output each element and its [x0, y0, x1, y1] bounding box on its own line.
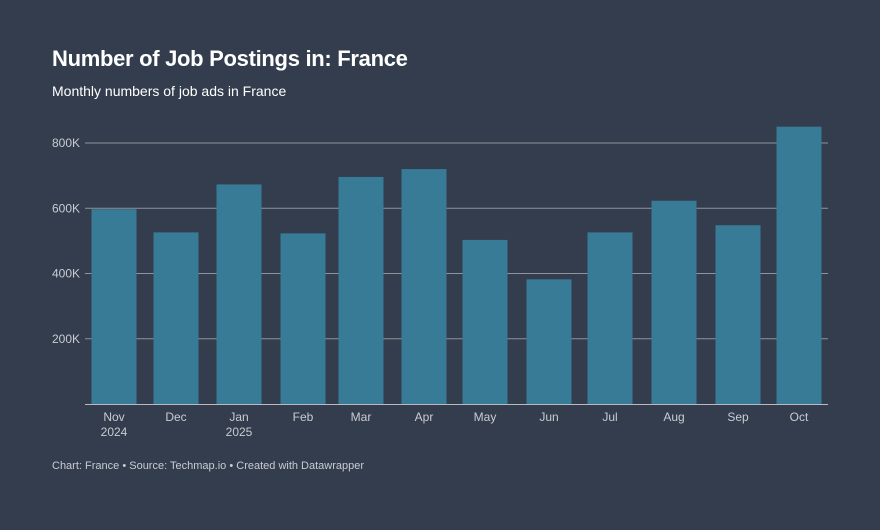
x-tick-sublabel: 2025 — [226, 425, 253, 439]
x-tick-label: Dec — [165, 410, 186, 424]
bars — [91, 126, 822, 404]
bar-nov — [91, 209, 137, 404]
y-tick-label: 800K — [52, 136, 80, 150]
bar-sep — [715, 225, 761, 404]
x-tick-label: Jun — [539, 410, 558, 424]
x-tick-label: Jan — [229, 410, 248, 424]
footer-separator: • — [229, 460, 234, 472]
y-tick-label: 600K — [52, 201, 80, 215]
bar-jul — [587, 232, 633, 404]
bar-aug — [651, 200, 697, 404]
footer-credit: Created with Datawrapper — [236, 460, 365, 472]
chart-title: Number of Job Postings in: France — [52, 46, 408, 71]
x-tick-label: May — [474, 410, 497, 424]
bar-jun — [526, 279, 572, 404]
bar-oct — [776, 126, 822, 404]
bar-feb — [280, 233, 326, 404]
chart-footer: Chart: France • Source: Techmap.io • Cre… — [52, 460, 364, 472]
bar-jan — [216, 184, 262, 404]
x-tick-sublabel: 2024 — [101, 425, 128, 439]
footer-separator: • — [122, 460, 127, 472]
x-tick-label: Nov — [103, 410, 124, 424]
chart-subtitle: Monthly numbers of job ads in France — [52, 83, 287, 99]
x-tick-label: Mar — [351, 410, 372, 424]
y-tick-label: 200K — [52, 332, 80, 346]
bar-may — [462, 239, 508, 404]
bar-dec — [153, 232, 199, 404]
x-tick-label: Feb — [293, 410, 314, 424]
footer-source: Source: Techmap.io — [129, 460, 227, 472]
bar-apr — [401, 169, 447, 404]
y-tick-label: 400K — [52, 267, 80, 281]
gridlines — [85, 142, 828, 340]
x-tick-label: Oct — [790, 410, 809, 424]
x-tick-label: Jul — [602, 410, 617, 424]
bar-mar — [338, 176, 384, 404]
footer-chart-label: Chart: France — [52, 460, 120, 472]
x-tick-label: Aug — [663, 410, 684, 424]
x-tick-label: Apr — [415, 410, 434, 424]
x-tick-label: Sep — [727, 410, 749, 424]
